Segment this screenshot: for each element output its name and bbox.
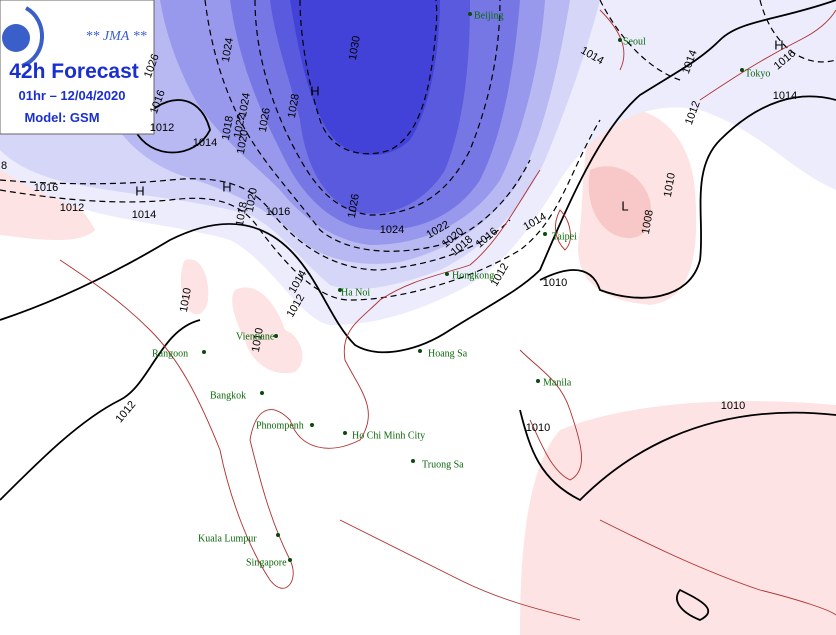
header-box: [0, 0, 155, 135]
isobar-label: 1022: [232, 113, 248, 139]
city-name: Vientiane: [236, 331, 275, 342]
city-marker: [418, 349, 422, 353]
isobar-label: 1012: [60, 202, 84, 214]
city-name: Manila: [543, 377, 572, 388]
city-marker: [274, 334, 278, 338]
isobar-label: 1010: [662, 172, 678, 198]
isobar-label: 1028: [286, 93, 302, 119]
isobar-label: 1010: [721, 400, 745, 412]
isobar-label: 1030: [347, 35, 363, 61]
city-marker: [202, 350, 206, 354]
city-name: Taipei: [552, 231, 577, 242]
isobar-label: 1026: [346, 193, 362, 219]
isobar-label: 1018: [220, 115, 236, 141]
city-name: Phnompenh: [256, 420, 304, 431]
isobar-label: 1020: [244, 187, 260, 213]
isobar-label: 1020: [235, 129, 251, 155]
city-marker: [536, 379, 540, 383]
city-name: Truong Sa: [422, 459, 464, 470]
city-marker: [543, 232, 547, 236]
isobar-label: 1026: [257, 107, 273, 133]
isobar-label: 1016: [266, 206, 290, 218]
forecast-time: 01hr – 12/04/2020: [19, 88, 126, 103]
city-name: Kuala Lumpur: [198, 533, 257, 544]
pressure-center: H: [310, 83, 319, 98]
isobar-label: 1012: [150, 122, 174, 134]
isobar-label: 1018: [234, 201, 250, 227]
pressure-center: H: [135, 183, 144, 198]
pressure-center: H: [774, 37, 783, 52]
city-marker: [260, 391, 264, 395]
logo-arc: [21, 6, 44, 68]
city-marker: [740, 68, 744, 72]
city-name: Ho Chi Minh City: [352, 430, 425, 441]
city-marker: [288, 558, 292, 562]
city-name: Singapore: [246, 557, 287, 568]
isobar-label: 1024: [380, 224, 404, 236]
header: ** JMA ** 42h Forecast 01hr – 12/04/2020…: [0, 0, 155, 135]
city-name: Hoang Sa: [428, 348, 468, 359]
city-marker: [310, 423, 314, 427]
city-marker: [445, 272, 449, 276]
city-name: Tokyo: [745, 68, 770, 79]
city-marker: [468, 12, 472, 16]
city-name: Rangoon: [152, 348, 188, 359]
isobar-label: 8: [1, 160, 7, 172]
isobar-label: 1014: [132, 209, 156, 221]
isobar-label: 1010: [250, 327, 266, 353]
city-marker: [618, 38, 622, 42]
coastlines: [59, 9, 836, 621]
city-name: Hongkong: [452, 270, 494, 281]
city-name: Beijing: [474, 10, 503, 21]
isobar-label: 1016: [34, 182, 58, 194]
model: Model: GSM: [24, 110, 99, 125]
low-pressure-areas: [0, 108, 836, 635]
isobar-label: 1010: [178, 287, 194, 313]
city-name: Seoul: [623, 36, 646, 47]
city-marker: [276, 533, 280, 537]
city-marker: [343, 431, 347, 435]
isobar-label: 1024: [220, 37, 236, 63]
city-marker: [338, 288, 342, 292]
pressure-center: H: [222, 179, 231, 194]
isobar-label: 1024: [237, 92, 253, 118]
isobar-label: 1014: [773, 90, 797, 102]
isobar-label: 1014: [193, 137, 217, 149]
pressure-center: L: [621, 198, 628, 213]
title: 42h Forecast: [9, 60, 139, 83]
agency: ** JMA **: [85, 29, 146, 44]
isobar-label: 1008: [640, 209, 656, 235]
isobar-label: 1010: [543, 277, 567, 289]
city-marker: [411, 459, 415, 463]
isobar-label: 1010: [526, 422, 550, 434]
logo: [2, 24, 30, 52]
city-name: Bangkok: [210, 390, 246, 401]
city-name: Ha Noi: [341, 287, 370, 298]
